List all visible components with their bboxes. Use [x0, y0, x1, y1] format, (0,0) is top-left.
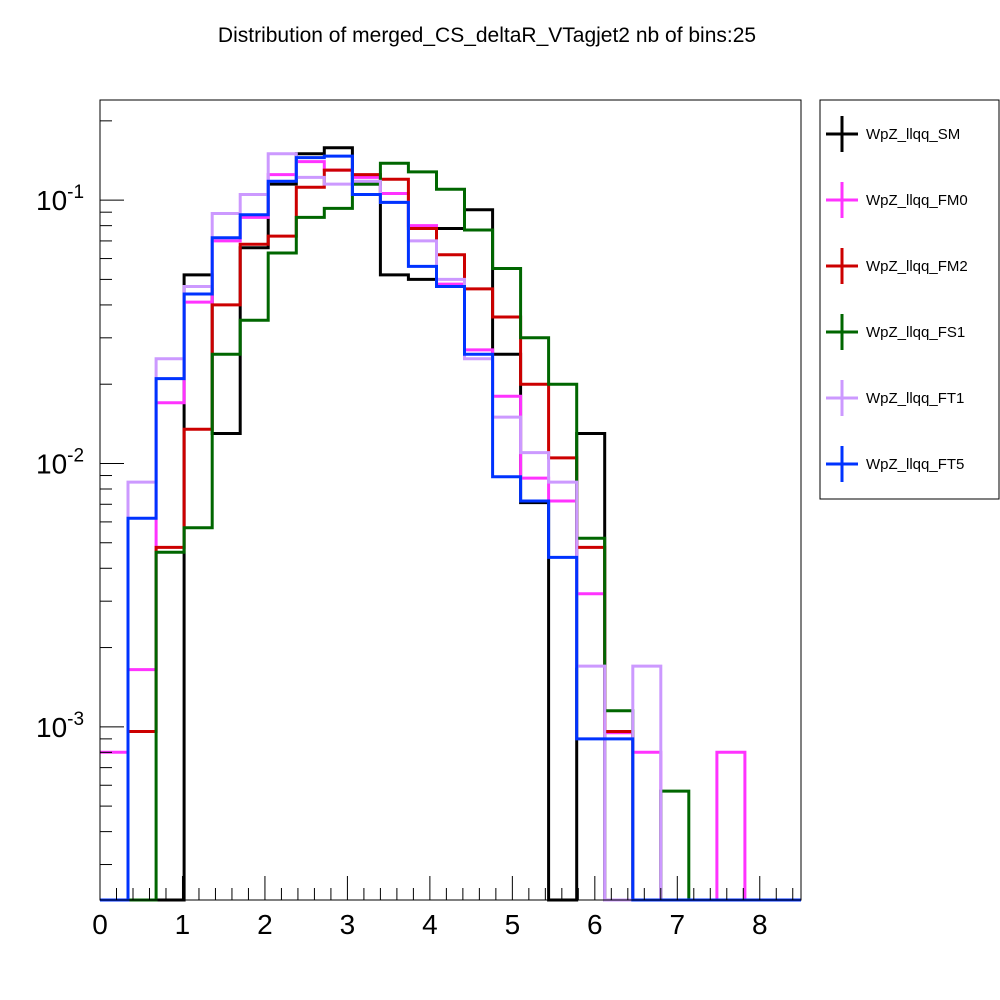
plot-area [100, 100, 801, 900]
legend-entry: WpZ_llqq_FT5 [826, 446, 964, 482]
series-line-wpz-llqq-ft5 [100, 154, 801, 902]
series-layer [100, 146, 801, 902]
legend-entry: WpZ_llqq_FS1 [826, 314, 965, 350]
plot-frame [99, 99, 802, 901]
legend-label: WpZ_llqq_FM2 [866, 258, 968, 275]
x-tick-label: 7 [670, 909, 686, 940]
legend-entry: WpZ_llqq_FM2 [826, 248, 968, 284]
x-tick-label: 3 [340, 909, 356, 940]
y-tick-label: 10-1 [36, 182, 84, 216]
y-tick-label: 10-3 [36, 709, 84, 743]
x-tick-label: 4 [422, 909, 438, 940]
x-tick-label: 6 [587, 909, 603, 940]
legend-label: WpZ_llqq_SM [866, 126, 960, 143]
legend-entry: WpZ_llqq_SM [826, 116, 960, 152]
chart-title: Distribution of merged_CS_deltaR_VTagjet… [218, 24, 756, 47]
y-tick-label: 10-2 [36, 445, 84, 479]
x-tick-label: 0 [92, 909, 108, 940]
legend-label: WpZ_llqq_FT1 [866, 390, 964, 407]
x-tick-label: 8 [752, 909, 768, 940]
legend-box [819, 99, 1000, 500]
x-tick-label: 2 [257, 909, 273, 940]
x-tick-label: 5 [505, 909, 521, 940]
x-tick-label: 1 [175, 909, 191, 940]
axis-layer: 0 1 2 3 4 5 6 7 8 10-1 10-2 10-3 [36, 120, 794, 940]
legend-entry: WpZ_llqq_FM0 [826, 182, 968, 218]
legend-label: WpZ_llqq_FM0 [866, 192, 968, 209]
legend-label: WpZ_llqq_FS1 [866, 324, 965, 341]
legend-label: WpZ_llqq_FT5 [866, 456, 964, 473]
legend-entry: WpZ_llqq_FT1 [826, 380, 964, 416]
legend: WpZ_llqq_SM WpZ_llqq_FM0 WpZ_llqq_FM2 WpZ_l… [819, 99, 1000, 500]
